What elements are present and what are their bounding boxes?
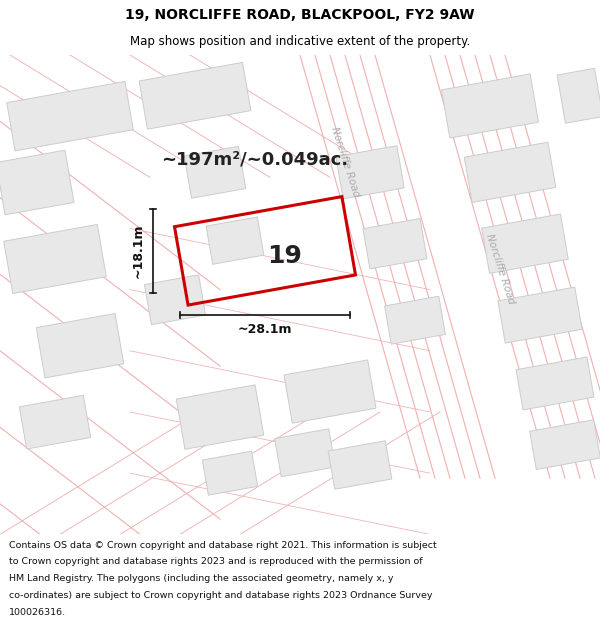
Text: ~197m²/~0.049ac.: ~197m²/~0.049ac. bbox=[161, 150, 349, 168]
Text: co-ordinates) are subject to Crown copyright and database rights 2023 Ordnance S: co-ordinates) are subject to Crown copyr… bbox=[9, 591, 433, 600]
Polygon shape bbox=[328, 441, 392, 489]
Polygon shape bbox=[516, 357, 594, 410]
Polygon shape bbox=[530, 420, 600, 469]
Polygon shape bbox=[36, 314, 124, 378]
Polygon shape bbox=[19, 396, 91, 449]
Polygon shape bbox=[464, 142, 556, 202]
Polygon shape bbox=[0, 150, 74, 215]
Text: HM Land Registry. The polygons (including the associated geometry, namely x, y: HM Land Registry. The polygons (includin… bbox=[9, 574, 394, 583]
Polygon shape bbox=[336, 146, 404, 199]
Polygon shape bbox=[4, 224, 106, 294]
Text: Contains OS data © Crown copyright and database right 2021. This information is : Contains OS data © Crown copyright and d… bbox=[9, 541, 437, 550]
Text: 19, NORCLIFFE ROAD, BLACKPOOL, FY2 9AW: 19, NORCLIFFE ROAD, BLACKPOOL, FY2 9AW bbox=[125, 8, 475, 22]
Polygon shape bbox=[176, 385, 264, 449]
Text: Norcliffe Road: Norcliffe Road bbox=[484, 232, 516, 306]
Polygon shape bbox=[202, 451, 257, 495]
Polygon shape bbox=[442, 74, 538, 138]
Polygon shape bbox=[557, 68, 600, 123]
Polygon shape bbox=[139, 62, 251, 129]
Polygon shape bbox=[498, 287, 582, 343]
Text: ~18.1m: ~18.1m bbox=[131, 224, 145, 278]
Text: ~28.1m: ~28.1m bbox=[238, 323, 292, 336]
Polygon shape bbox=[145, 275, 206, 325]
Text: to Crown copyright and database rights 2023 and is reproduced with the permissio: to Crown copyright and database rights 2… bbox=[9, 558, 422, 566]
Text: 100026316.: 100026316. bbox=[9, 608, 66, 617]
Polygon shape bbox=[482, 214, 568, 273]
Text: 19: 19 bbox=[268, 244, 302, 268]
Polygon shape bbox=[184, 146, 246, 198]
Polygon shape bbox=[363, 219, 427, 269]
Polygon shape bbox=[275, 429, 335, 477]
Polygon shape bbox=[284, 360, 376, 423]
Polygon shape bbox=[206, 217, 264, 264]
Polygon shape bbox=[7, 81, 133, 151]
Text: Norcliffe Road: Norcliffe Road bbox=[329, 126, 361, 199]
Polygon shape bbox=[385, 296, 445, 344]
Text: Map shows position and indicative extent of the property.: Map shows position and indicative extent… bbox=[130, 35, 470, 48]
